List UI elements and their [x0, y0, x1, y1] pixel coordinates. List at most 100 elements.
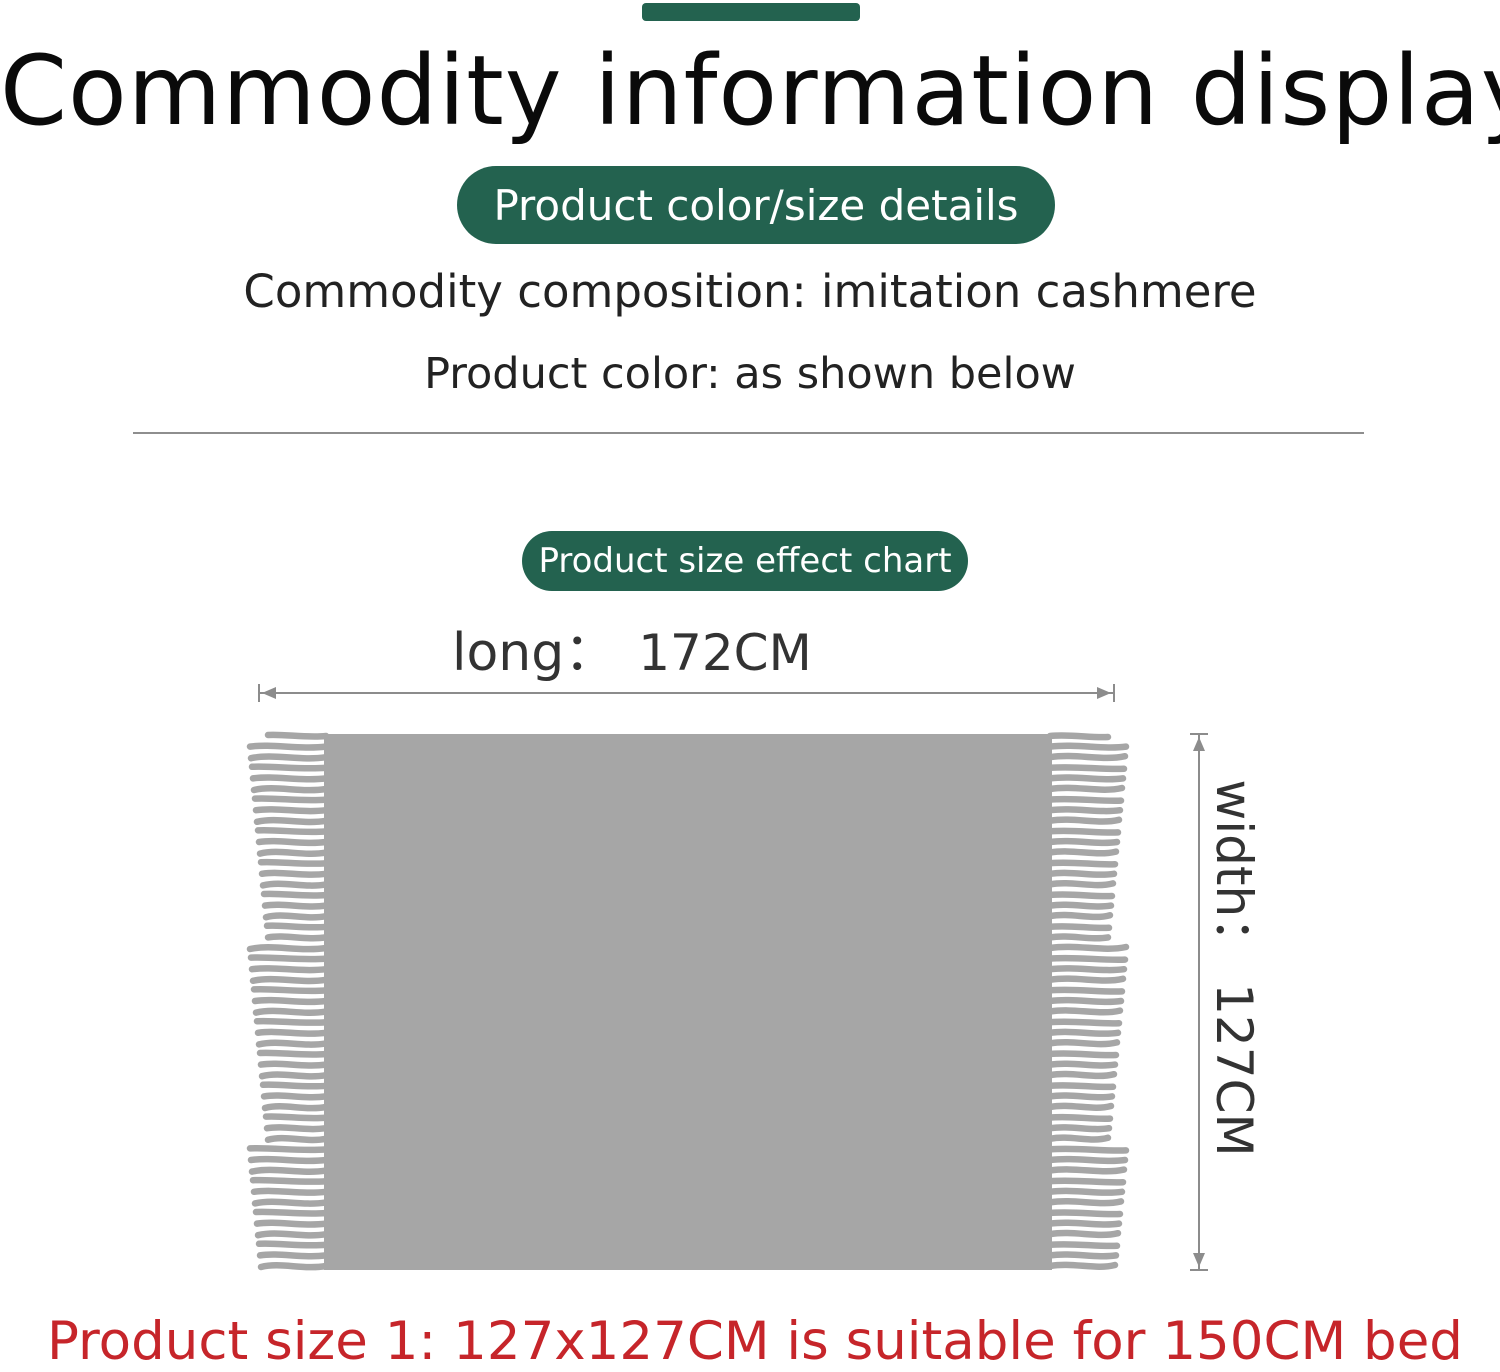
width-dimension-label: width： 127CM: [1202, 779, 1274, 1156]
fringe-strand: [250, 785, 330, 794]
fringe-strand: [1046, 933, 1112, 942]
fringe-strand: [249, 975, 330, 985]
fringe-strand: [261, 901, 330, 910]
fringe-strand: [1046, 1177, 1127, 1186]
fringe-strand: [1046, 742, 1130, 751]
fringe-strand: [1046, 806, 1124, 815]
fringe-strand: [256, 1049, 330, 1058]
fringe-strand: [1046, 827, 1122, 836]
composition-text: Commodity composition: imitation cashmer…: [243, 265, 1257, 318]
fringe-strand: [1046, 869, 1118, 878]
fringe-strand: [1046, 901, 1115, 910]
length-dimension-label: long： 172CM: [452, 616, 812, 690]
fringe-strand: [252, 806, 330, 815]
length-arrow-left-head: [262, 687, 276, 699]
fringe-strand: [1046, 763, 1128, 773]
fringe-strand: [1046, 911, 1114, 921]
fringe-strand: [1046, 848, 1120, 857]
blanket-body: [324, 734, 1052, 1270]
fringe-strand: [246, 1144, 330, 1154]
fringe-strand: [1046, 1082, 1117, 1091]
fringe-strand: [1046, 943, 1130, 952]
blanket-fringe-right: [1046, 732, 1130, 1270]
fringe-strand: [1046, 1018, 1123, 1027]
fringe-strand: [253, 1017, 330, 1027]
fringe-strand: [246, 742, 330, 751]
fringe-strand: [1046, 1261, 1119, 1270]
fringe-strand: [1046, 1145, 1130, 1154]
fringe-strand: [259, 880, 330, 889]
length-value: 172CM: [638, 624, 812, 682]
fringe-strand: [257, 858, 330, 868]
fringe-strand: [249, 774, 330, 783]
fringe-strand: [1046, 1187, 1126, 1196]
fringe-strand: [1046, 1102, 1115, 1111]
fringe-strand: [1046, 1113, 1114, 1123]
fringe-strand: [1046, 859, 1119, 868]
fringe-strand: [251, 795, 330, 804]
fringe-strand: [1046, 1134, 1112, 1143]
fringe-strand: [254, 1028, 330, 1037]
fringe-strand: [1046, 1038, 1121, 1048]
fringe-strand: [247, 954, 330, 963]
fringe-strand: [257, 1262, 330, 1271]
fringe-strand: [1046, 1229, 1122, 1239]
fringe-strand: [1046, 1092, 1116, 1101]
fringe-strand: [260, 890, 330, 899]
fringe-strand: [1046, 965, 1128, 974]
fringe-strand: [1046, 1070, 1118, 1080]
fringe-strand: [263, 922, 330, 931]
fringe-strand: [1046, 1251, 1120, 1260]
dimension-arrows: [258, 684, 1208, 1271]
fringe-strand: [255, 1240, 330, 1249]
fringe-strand: [254, 1230, 330, 1239]
fringe-strand: [1046, 923, 1113, 932]
fringe-strand: [1046, 891, 1116, 900]
fringe-strand: [258, 1071, 330, 1080]
fringe-strand: [1046, 879, 1117, 889]
fringe-strand: [1046, 1240, 1121, 1250]
section-badge-size-chart: Product size effect chart: [522, 531, 968, 591]
fringe-strand: [251, 996, 330, 1006]
fringe-strand: [264, 731, 330, 740]
fringe-strand: [250, 1187, 330, 1196]
fringe-strand: [248, 763, 330, 772]
fringe-strand: [1046, 732, 1112, 741]
fringe-strand: [264, 1134, 330, 1144]
fringe-strand: [1046, 1155, 1129, 1165]
fringe-strand: [253, 816, 330, 826]
length-label: long：: [452, 623, 617, 683]
fringe-strand: [258, 869, 330, 878]
fringe-strand: [1046, 1028, 1122, 1037]
fringe-strand: [263, 1124, 330, 1133]
section-badge-size-chart-label: Product size effect chart: [538, 541, 952, 581]
width-value: 127CM: [1205, 983, 1263, 1157]
size-note: Product size 1: 127x127CM is suitable fo…: [47, 1311, 1463, 1372]
fringe-strand: [1046, 954, 1129, 964]
fringe-strand: [1046, 1060, 1119, 1069]
fringe-strand: [252, 1007, 330, 1017]
fringe-strand: [251, 1198, 330, 1207]
fringe-strand: [1046, 784, 1126, 793]
fringe-strand: [1046, 996, 1125, 1006]
fringe-strand: [1046, 837, 1121, 847]
fringe-strand: [250, 985, 330, 995]
fringe-strand: [1046, 975, 1127, 984]
fringe-strand: [246, 944, 330, 953]
fringe-strand: [1046, 1166, 1128, 1175]
fringe-strand: [1046, 1050, 1120, 1059]
width-arrow-bottom-head: [1193, 1253, 1205, 1267]
fringe-strand: [255, 837, 330, 847]
fringe-strand: [1046, 1209, 1124, 1218]
section-badge-details-label: Product color/size details: [493, 180, 1019, 230]
fringe-strand: [248, 965, 330, 974]
fringe-strand: [256, 848, 330, 858]
fringe-strand: [259, 1081, 330, 1090]
color-text: Product color: as shown below: [424, 349, 1076, 399]
page-title: Commodity information display: [0, 35, 1500, 147]
header-accent-bar: [642, 3, 860, 21]
fringe-strand: [1046, 986, 1126, 995]
fringe-strand: [255, 1039, 330, 1048]
fringe-strand: [254, 826, 330, 836]
